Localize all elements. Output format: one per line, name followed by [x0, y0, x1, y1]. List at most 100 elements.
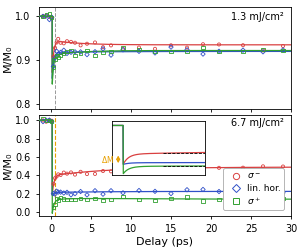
- Point: [109, 53, 113, 57]
- Point: [50, 15, 54, 19]
- Point: [184, 188, 189, 192]
- Point: [121, 191, 125, 195]
- Point: [169, 49, 173, 53]
- Point: [241, 49, 245, 53]
- Point: [78, 52, 83, 56]
- Point: [40, 14, 45, 18]
- Point: [85, 53, 89, 57]
- Text: 1.3 mJ/cm²: 1.3 mJ/cm²: [231, 12, 284, 23]
- Point: [44, 14, 49, 18]
- Point: [44, 14, 49, 18]
- Point: [241, 166, 245, 170]
- Point: [40, 14, 45, 18]
- Point: [50, 119, 54, 123]
- Point: [47, 118, 52, 122]
- Point: [64, 172, 69, 176]
- Point: [217, 50, 221, 54]
- Point: [100, 50, 105, 54]
- Point: [280, 191, 285, 195]
- Point: [121, 47, 125, 51]
- Point: [64, 190, 69, 194]
- Point: [217, 197, 221, 201]
- Point: [136, 164, 141, 168]
- Point: [52, 58, 57, 62]
- Point: [51, 54, 56, 58]
- Point: [121, 194, 125, 198]
- Point: [56, 190, 61, 194]
- Point: [136, 198, 141, 202]
- Point: [93, 197, 98, 201]
- Y-axis label: M/M₀: M/M₀: [3, 44, 13, 72]
- Point: [52, 46, 57, 50]
- Point: [54, 189, 59, 193]
- Point: [51, 66, 56, 70]
- Point: [136, 188, 141, 192]
- Point: [184, 48, 189, 52]
- Point: [61, 191, 66, 195]
- Point: [153, 168, 158, 172]
- Point: [241, 48, 245, 52]
- Point: [54, 54, 59, 58]
- Point: [73, 173, 77, 177]
- Point: [61, 171, 66, 175]
- Point: [261, 48, 266, 52]
- Point: [121, 48, 125, 52]
- Y-axis label: M/M₀: M/M₀: [2, 152, 13, 179]
- Point: [56, 52, 61, 56]
- Point: [169, 192, 173, 196]
- Point: [58, 196, 63, 200]
- Point: [50, 16, 54, 20]
- Point: [85, 172, 89, 176]
- Point: [56, 198, 61, 202]
- Point: [64, 198, 69, 202]
- Point: [69, 197, 74, 201]
- Point: [280, 44, 285, 48]
- Point: [136, 46, 141, 50]
- Point: [50, 16, 54, 20]
- Point: [100, 169, 105, 173]
- Point: [50, 119, 54, 123]
- Point: [78, 197, 83, 201]
- Point: [85, 42, 89, 46]
- Point: [93, 50, 98, 54]
- Point: [153, 198, 158, 202]
- Point: [100, 47, 105, 51]
- Point: [58, 53, 63, 57]
- Point: [40, 120, 45, 124]
- Point: [217, 189, 221, 193]
- Point: [100, 198, 105, 202]
- Point: [241, 190, 245, 194]
- Point: [54, 41, 59, 45]
- Point: [201, 199, 206, 203]
- Point: [47, 11, 52, 15]
- Point: [44, 119, 49, 123]
- Point: [280, 49, 285, 53]
- Point: [261, 190, 266, 194]
- Point: [73, 41, 77, 45]
- Point: [73, 192, 77, 196]
- Point: [47, 118, 52, 122]
- Point: [201, 187, 206, 191]
- Point: [109, 169, 113, 173]
- Point: [136, 47, 141, 51]
- Point: [54, 49, 59, 53]
- Point: [201, 45, 206, 49]
- Text: 6.7 mJ/cm²: 6.7 mJ/cm²: [231, 118, 284, 128]
- Point: [54, 197, 59, 201]
- Point: [47, 15, 52, 19]
- Point: [280, 48, 285, 52]
- Point: [184, 46, 189, 50]
- Point: [121, 46, 125, 50]
- Point: [280, 164, 285, 168]
- Point: [50, 120, 54, 124]
- Point: [85, 193, 89, 197]
- Point: [78, 50, 83, 54]
- Point: [52, 202, 57, 206]
- Point: [100, 192, 105, 196]
- Point: [73, 197, 77, 201]
- Point: [93, 172, 98, 176]
- Point: [58, 173, 63, 177]
- X-axis label: Delay (ps): Delay (ps): [136, 237, 194, 247]
- Point: [169, 43, 173, 47]
- Point: [201, 165, 206, 169]
